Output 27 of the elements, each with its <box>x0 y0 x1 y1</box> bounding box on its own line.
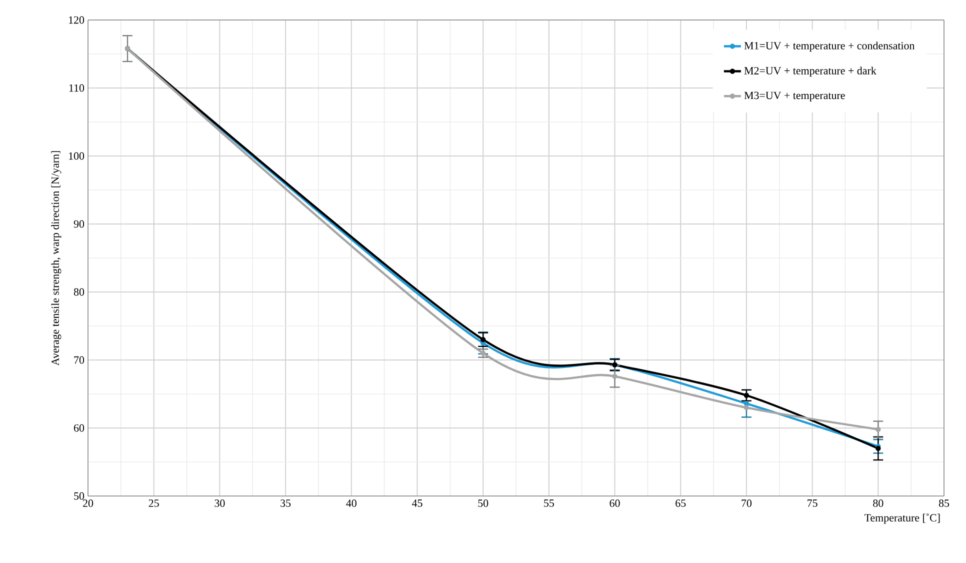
x-tick-label: 55 <box>544 500 554 507</box>
x-tick-label: 85 <box>938 500 950 507</box>
y-axis-title: Average tensile strength, warp direction [N/yarn] <box>51 151 62 366</box>
x-tick-label: 25 <box>148 500 159 507</box>
y-tick-label: 120 <box>69 16 84 24</box>
y-tick-label: 60 <box>74 424 84 432</box>
x-axis-title: Temperature [˚C] <box>864 513 940 524</box>
x-tick-label: 40 <box>346 500 356 507</box>
y-tick-label: 90 <box>74 220 84 228</box>
y-tick-label: 110 <box>69 84 84 92</box>
x-tick-label: 35 <box>280 500 291 507</box>
legend-label: M3=UV + temperature <box>744 92 845 102</box>
x-tick-label: 65 <box>676 500 686 507</box>
y-tick-label: 80 <box>74 288 84 296</box>
y-tick-label: 100 <box>69 152 84 160</box>
x-tick-label: 50 <box>478 500 488 507</box>
legend-label: M2=UV + temperature + dark <box>744 66 876 77</box>
x-tick-label: 60 <box>610 500 620 507</box>
x-tick-label: 80 <box>873 500 884 507</box>
legend-label: M1=UV + temperature + condensation <box>744 42 915 52</box>
x-tick-label: 75 <box>808 500 818 507</box>
x-tick-label: 70 <box>742 500 752 507</box>
x-tick-label: 20 <box>83 500 94 507</box>
x-tick-label: 45 <box>412 500 422 507</box>
y-tick-label: 50 <box>74 492 84 500</box>
y-tick-label: 70 <box>74 356 84 364</box>
x-tick-label: 30 <box>214 500 225 507</box>
